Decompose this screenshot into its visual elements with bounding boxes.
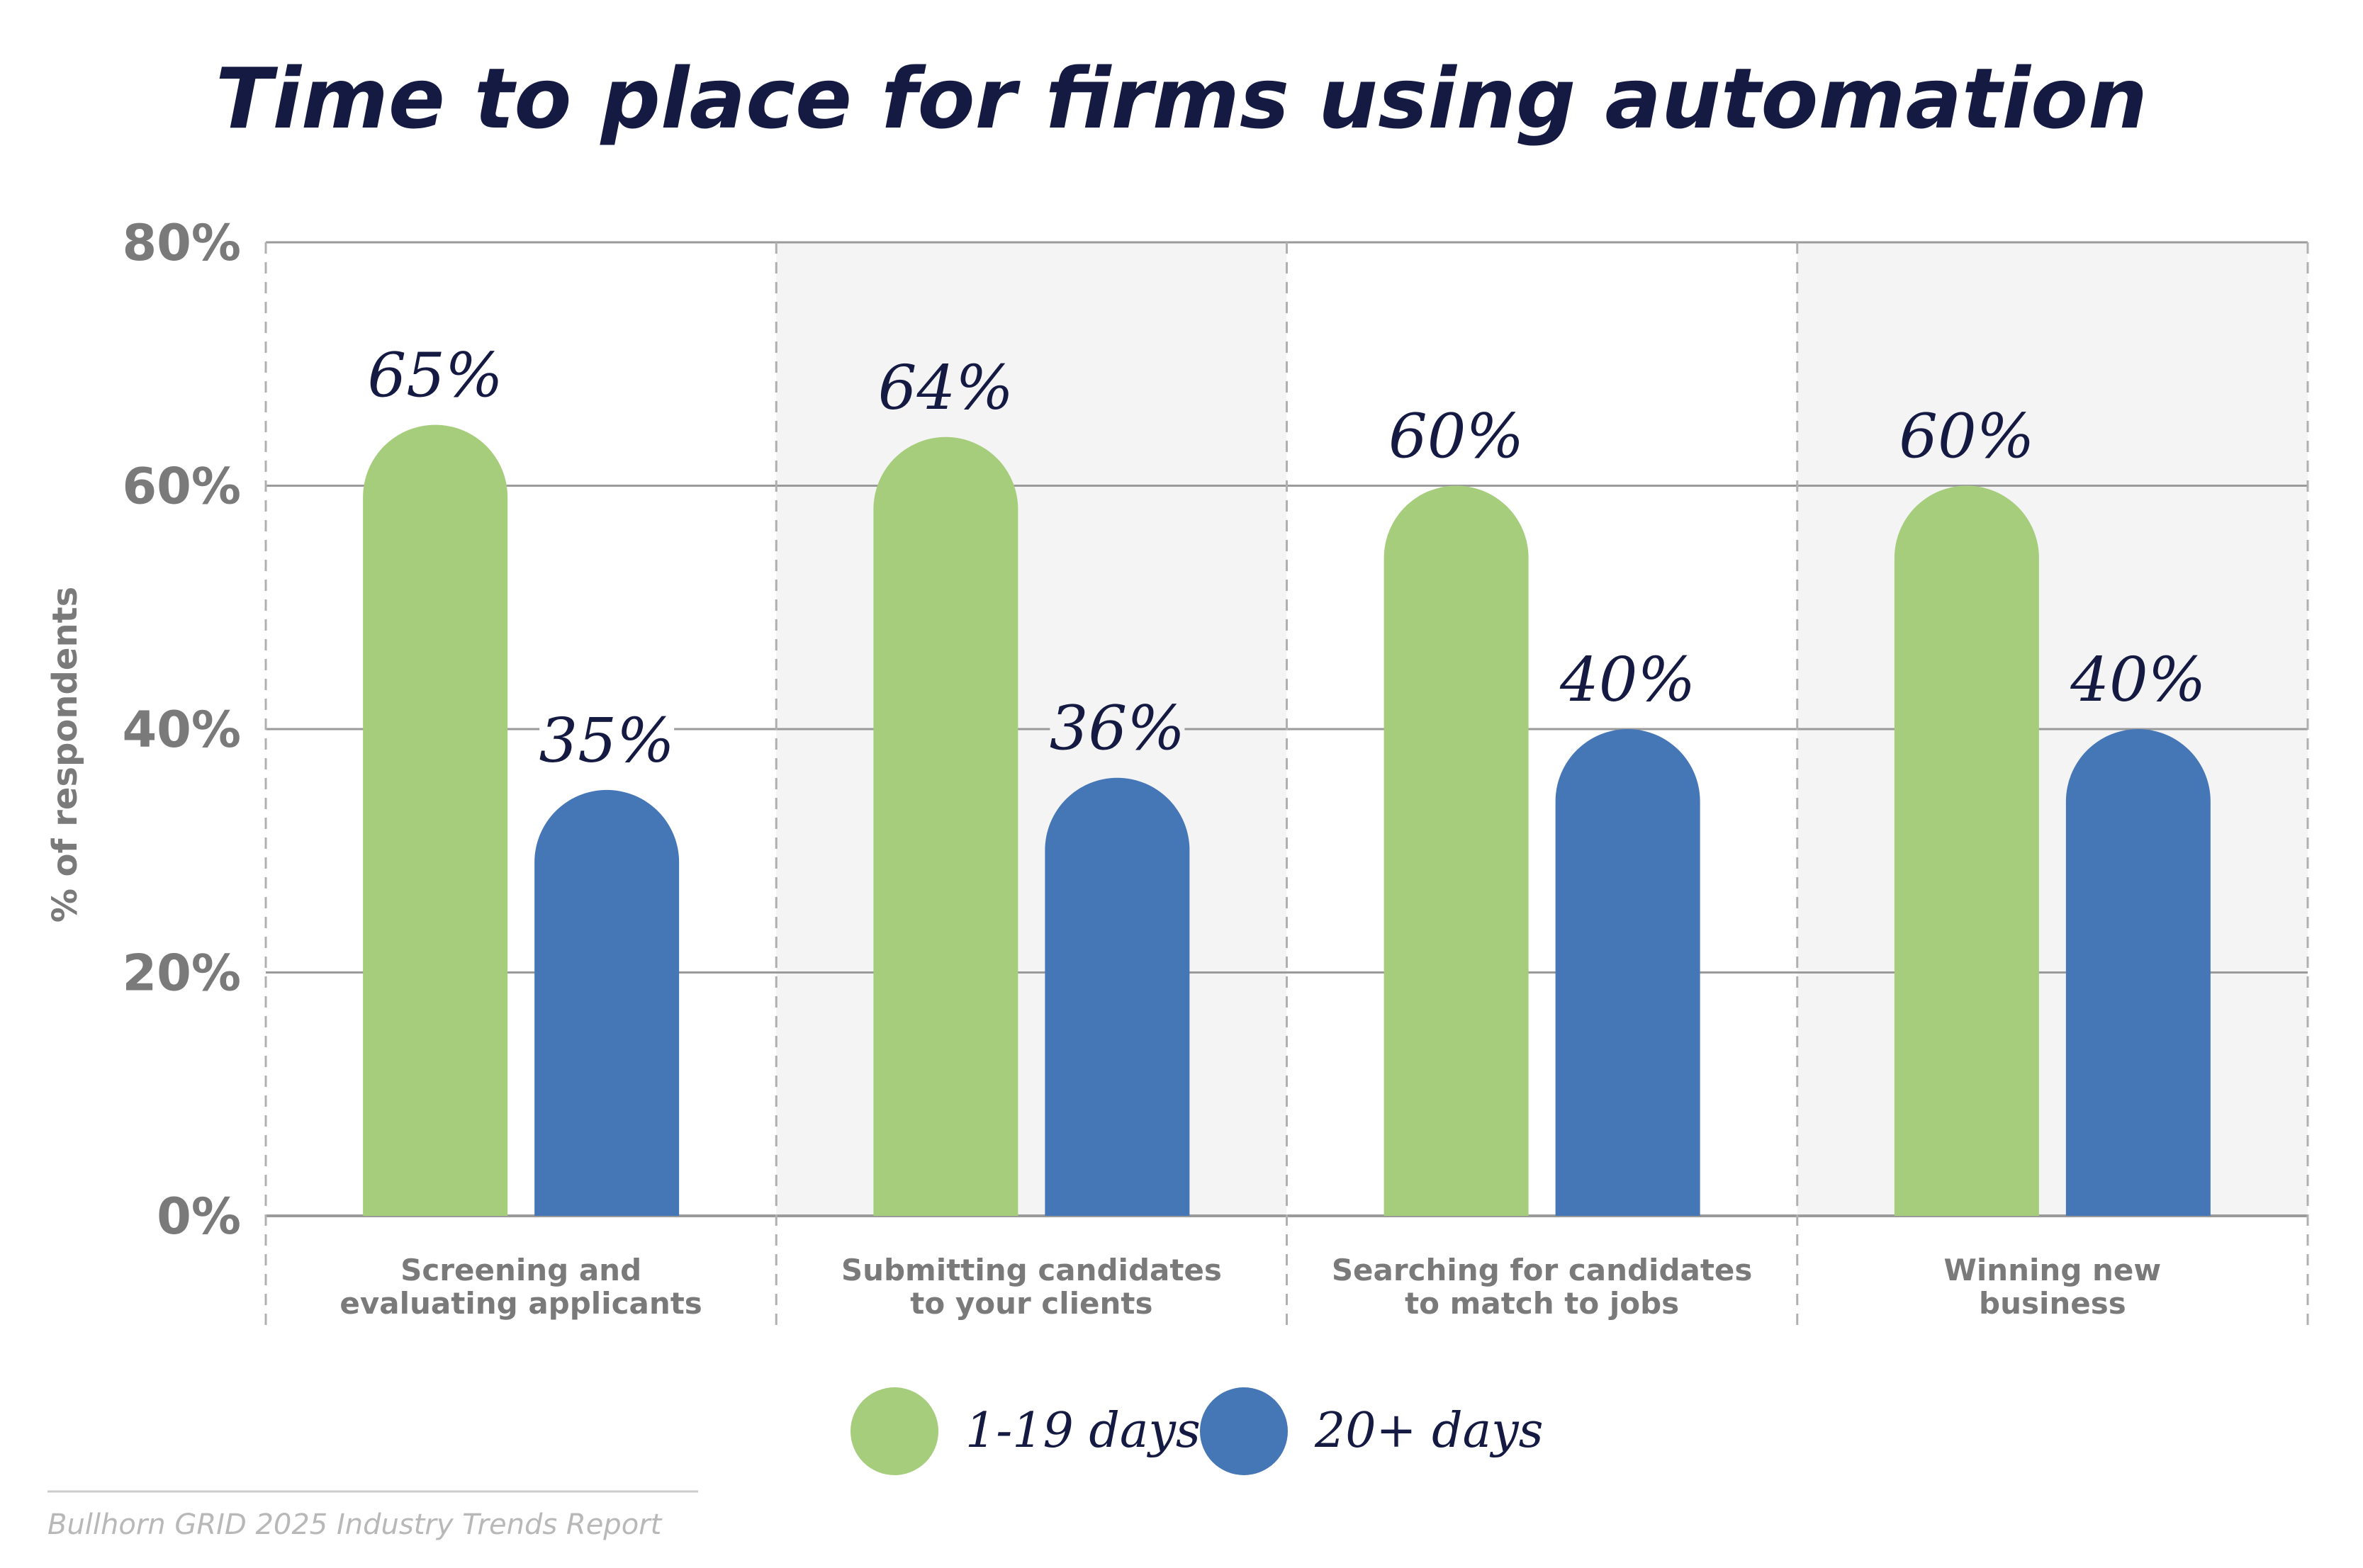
- y-tick-label: 80%: [122, 214, 241, 272]
- data-label: 40%: [2070, 645, 2206, 716]
- bar: [363, 424, 508, 1217]
- data-label: 36%: [1050, 694, 1185, 765]
- legend-label: 1-19 days: [965, 1403, 1201, 1459]
- legend-label: 20+ days: [1314, 1403, 1544, 1459]
- category-label: business: [1979, 1286, 2126, 1321]
- bar: [1555, 729, 1700, 1216]
- legend-swatch: [1200, 1387, 1288, 1475]
- y-axis-label: % of respondents: [45, 587, 85, 923]
- legend-swatch: [851, 1387, 938, 1475]
- category-label: Searching for candidates: [1332, 1253, 1753, 1287]
- bar: [1383, 485, 1529, 1217]
- category-label: Submitting candidates: [841, 1253, 1222, 1287]
- source-note: Bullhorn GRID 2025 Industry Trends Repor…: [47, 1508, 663, 1541]
- category-label: Screening and: [400, 1253, 641, 1287]
- bars: [363, 424, 2211, 1217]
- data-label-backing: [539, 710, 675, 776]
- data-label: 65%: [368, 341, 503, 412]
- data-label: 35%: [539, 706, 675, 777]
- legend: 1-19 days 20+ days: [851, 1387, 1544, 1475]
- category-label: to match to jobs: [1405, 1286, 1679, 1321]
- data-label: 60%: [1899, 402, 2034, 473]
- y-tick-label: 0%: [157, 1188, 241, 1246]
- category-dividers: [264, 242, 2309, 1329]
- data-label: 64%: [878, 353, 1014, 424]
- chart-title: Time to place for firms using automation: [215, 50, 2148, 147]
- y-tick-label: 20%: [122, 944, 241, 1003]
- bar: [1045, 777, 1190, 1216]
- bar: [534, 789, 680, 1216]
- category-label: Winning new: [1944, 1253, 2162, 1287]
- y-axis-ticks: 0% 20% 40% 60% 80%: [122, 214, 241, 1246]
- data-label: 40%: [1559, 645, 1695, 716]
- bar: [873, 436, 1018, 1216]
- bar: [1894, 485, 2039, 1217]
- data-labels: 65% 64% 60% 60% 35% 36% 40% 40%: [368, 341, 2206, 777]
- data-label: 60%: [1388, 402, 1524, 473]
- category-label: evaluating applicants: [339, 1286, 702, 1321]
- bar: [2065, 729, 2211, 1216]
- y-tick-label: 60%: [122, 458, 241, 516]
- data-label-backing: [1050, 698, 1185, 764]
- category-label: to your clients: [910, 1286, 1152, 1321]
- y-tick-label: 40%: [122, 701, 241, 759]
